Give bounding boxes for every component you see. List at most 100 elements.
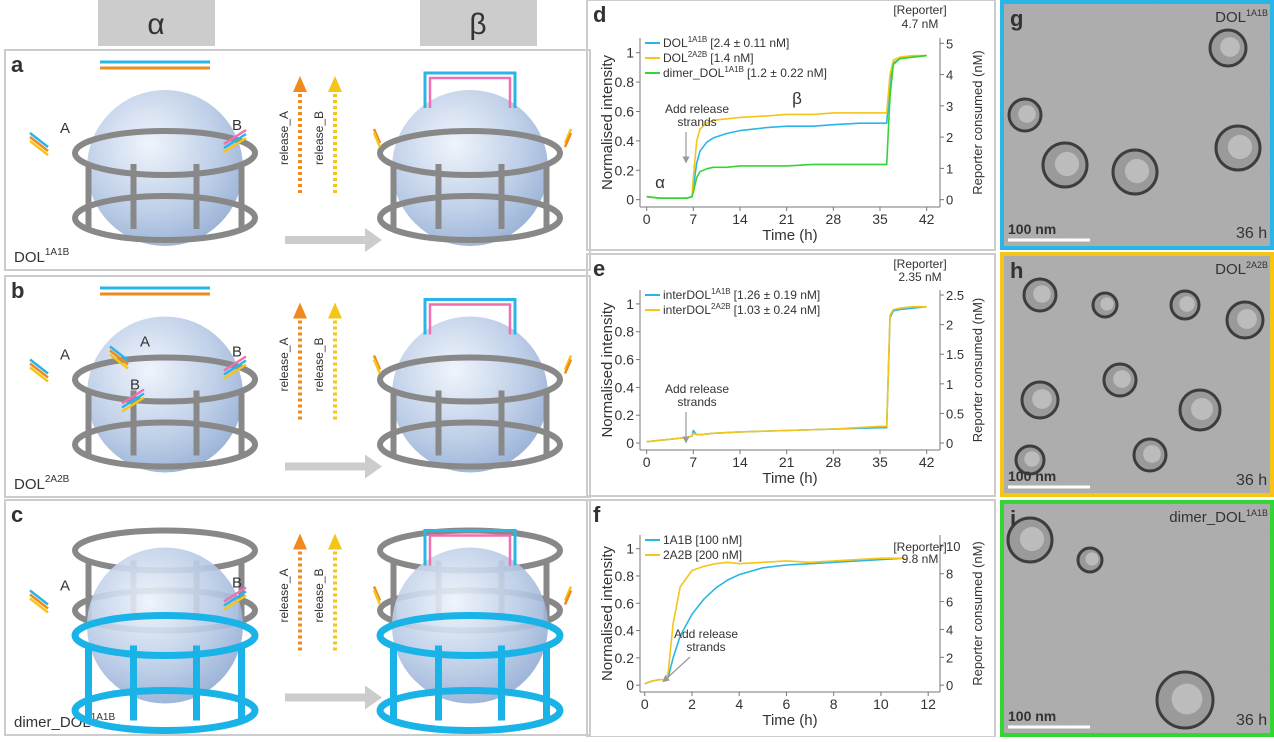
y2-tick-label: 2 (946, 130, 953, 145)
y-tick-label: 0.6 (615, 352, 635, 368)
legend-entry: dimer_DOL1A1B[1.2 ± 0.22 nM] (663, 65, 827, 80)
y-tick-label: 0 (626, 677, 634, 693)
annotation: strands (677, 395, 716, 409)
y-tick-label: 1 (626, 45, 634, 61)
text-part: [200 nM] (695, 548, 742, 562)
x-tick-label: 4 (735, 696, 743, 712)
series-line (645, 558, 905, 684)
y-tick-label: 0.8 (615, 74, 635, 90)
y2-tick-label: 4 (946, 68, 953, 83)
y2-tick-label: 0 (946, 193, 953, 208)
x-tick-label: 0 (643, 454, 651, 470)
x-axis-label: Time (h) (762, 470, 817, 487)
alpha-header: α (147, 8, 164, 41)
y-tick-label: 0.4 (615, 133, 635, 149)
x-tick-label: 42 (919, 454, 935, 470)
panel-caption: DOL2A2B (14, 474, 70, 493)
y2-axis-label: Reporter consumed (nM) (970, 298, 985, 443)
x-tick-label: 0 (641, 696, 649, 712)
vesicle-core (1033, 285, 1051, 303)
y-tick-label: 0.6 (615, 103, 635, 119)
x-tick-label: 2 (688, 696, 696, 712)
x-tick-label: 8 (830, 696, 838, 712)
y2-tick-label: 6 (946, 595, 953, 610)
y-axis-label: Normalised intensity (599, 545, 616, 681)
y-axis-label: Normalised intensity (599, 302, 616, 438)
panel-letter: d (593, 2, 606, 27)
y-tick-label: 0.4 (615, 623, 635, 639)
series-line (645, 558, 905, 684)
vesicle-core (1085, 552, 1098, 565)
vesicle-core (1100, 297, 1113, 310)
legend-entry: DOL1A1B[2.4 ± 0.11 nM] (663, 35, 789, 50)
scale-label: 100 nm (1008, 221, 1056, 237)
annotation: 9.8 nM (902, 552, 939, 566)
y-tick-label: 0.2 (615, 407, 635, 423)
x-tick-label: 7 (689, 454, 697, 470)
release-label: release_A (277, 337, 291, 391)
y2-tick-label: 0 (946, 678, 953, 693)
release-arrow-head (328, 534, 342, 550)
panel-letter: c (11, 502, 23, 527)
strand-label: B (232, 344, 242, 361)
text-part: 1A1B (663, 533, 692, 547)
release-label: release_B (312, 568, 326, 622)
legend-entry: interDOL2A2B[1.03 ± 0.24 nM] (663, 302, 820, 317)
annotation: [Reporter] (893, 257, 946, 271)
text-part: 1A1B (711, 287, 731, 296)
y2-axis-label: Reporter consumed (nM) (970, 541, 985, 686)
text-part: dimer_DOL (1169, 509, 1246, 526)
x-axis-label: Time (h) (762, 227, 817, 244)
strand-label: A (140, 334, 150, 351)
x-tick-label: 35 (872, 211, 888, 227)
vesicle-core (1228, 135, 1252, 159)
x-tick-label: 28 (826, 454, 842, 470)
text-part: 1A1B (1246, 508, 1268, 518)
text-part: [2.4 ± 0.11 nM] (710, 36, 789, 50)
text-part: 2A2B (663, 548, 692, 562)
vesicle-core (1032, 389, 1052, 409)
release-arrow-head (328, 76, 342, 92)
x-tick-label: 6 (783, 696, 791, 712)
figure: α β aDOL1A1BABrelease_Arelease_BbDOL2A2B… (0, 0, 1274, 737)
y2-tick-label: 4 (946, 622, 953, 637)
x-tick-label: 21 (779, 454, 795, 470)
panel-letter: i (1010, 506, 1016, 531)
y2-tick-label: 2.5 (946, 288, 964, 303)
text-part: 1A1B (1246, 8, 1268, 18)
annotation: [Reporter] (893, 3, 946, 17)
panel-letter: e (593, 256, 605, 281)
y-tick-label: 0 (626, 435, 634, 451)
strand-label: A (60, 120, 70, 137)
legend-entry: interDOL1A1B[1.26 ± 0.19 nM] (663, 287, 820, 302)
transition-arrow (285, 686, 382, 710)
time-label: 36 h (1236, 712, 1267, 729)
y2-tick-label: 0 (946, 436, 953, 451)
strand-label: B (232, 117, 242, 134)
panel-letter: h (1010, 258, 1023, 283)
text-part: interDOL (663, 303, 711, 317)
release-label: release_A (277, 568, 291, 622)
annotation: Add release (674, 627, 738, 641)
x-tick-label: 28 (826, 211, 842, 227)
time-label: 36 h (1236, 472, 1267, 489)
vesicle-core (1113, 370, 1131, 388)
time-label: 36 h (1236, 225, 1267, 242)
text-part: [1.26 ± 0.19 nM] (734, 288, 821, 302)
vesicle (87, 548, 243, 704)
x-tick-label: 21 (779, 211, 795, 227)
strand-label: A (60, 347, 70, 364)
y2-tick-label: 8 (946, 567, 953, 582)
panel-letter: a (11, 52, 24, 77)
text-part: 2A2B (45, 474, 70, 485)
vesicle-core (1220, 37, 1240, 57)
text-part: 2A2B (711, 302, 731, 311)
y2-axis-label: Reporter consumed (nM) (970, 50, 985, 195)
strand-label: B (232, 575, 242, 592)
y2-tick-label: 1 (946, 161, 953, 176)
series-line (647, 307, 927, 442)
text-part: DOL (14, 249, 45, 266)
release-label: release_B (312, 111, 326, 165)
vesicle-core (1020, 527, 1044, 551)
text-part: DOL (663, 51, 688, 65)
